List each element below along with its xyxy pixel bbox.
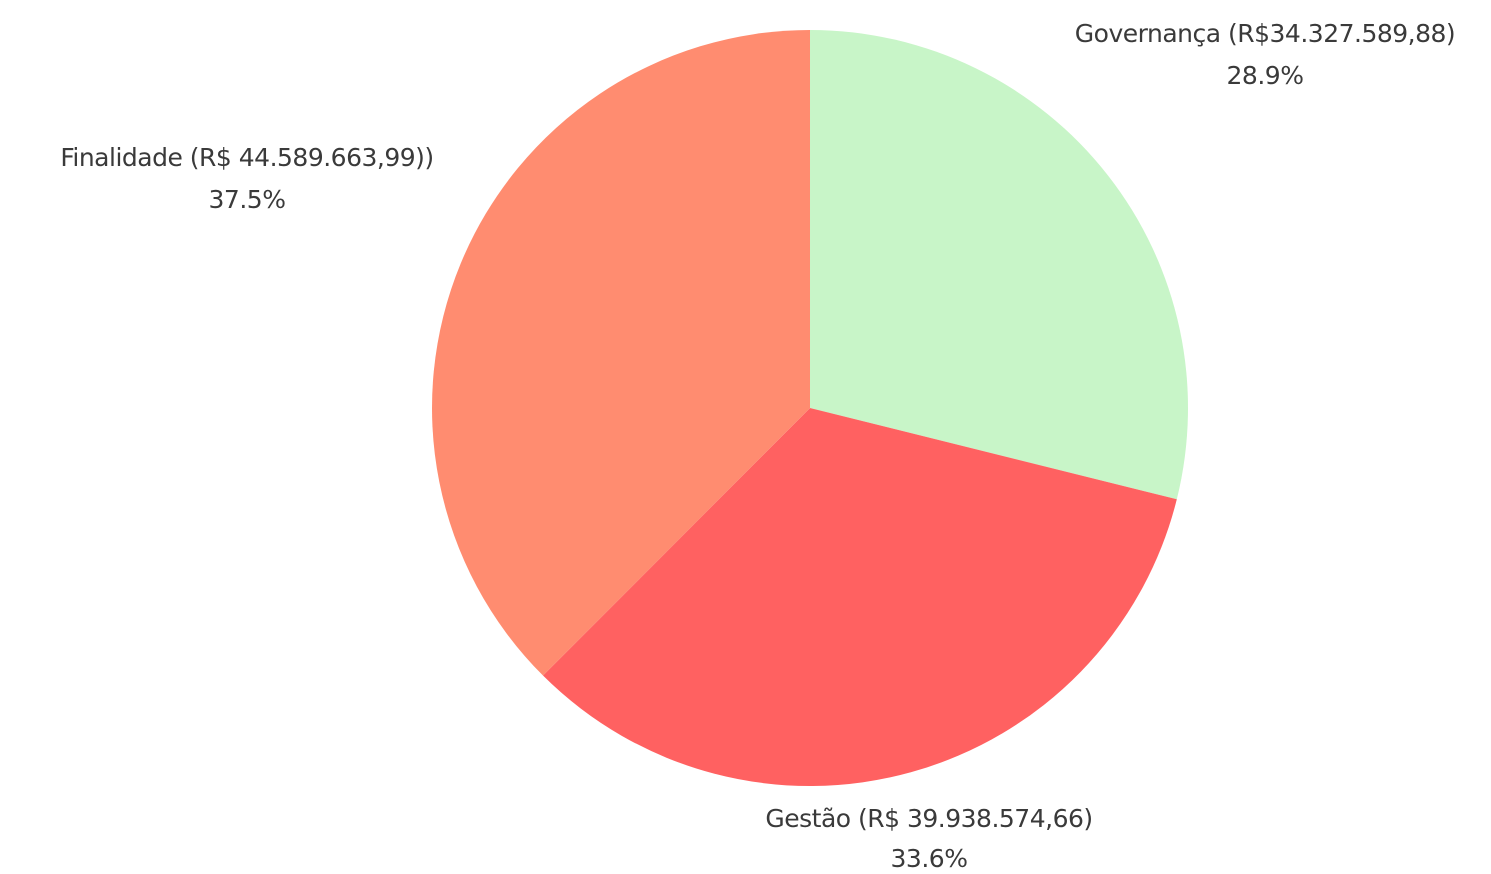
slice-label-governanca: Governança (R$34.327.589,88) <box>1075 19 1455 48</box>
slice-label-gestao: Gestão (R$ 39.938.574,66) <box>765 804 1092 833</box>
label-gestao: Gestão (R$ 39.938.574,66) 33.6% <box>765 804 1093 873</box>
slice-governanca <box>810 30 1188 500</box>
label-governanca: Governança (R$34.327.589,88) 28.9% <box>1075 19 1456 90</box>
slice-gestao <box>542 408 1177 786</box>
pie-slices <box>432 30 1188 786</box>
slice-percent-gestao: 33.6% <box>891 844 968 873</box>
slice-finalidade <box>432 30 810 676</box>
slice-label-finalidade: Finalidade (R$ 44.589.663,99)) <box>60 143 433 172</box>
label-finalidade: Finalidade (R$ 44.589.663,99)) 37.5% <box>60 143 434 214</box>
slice-percent-finalidade: 37.5% <box>209 185 286 214</box>
slice-percent-governanca: 28.9% <box>1227 61 1304 90</box>
